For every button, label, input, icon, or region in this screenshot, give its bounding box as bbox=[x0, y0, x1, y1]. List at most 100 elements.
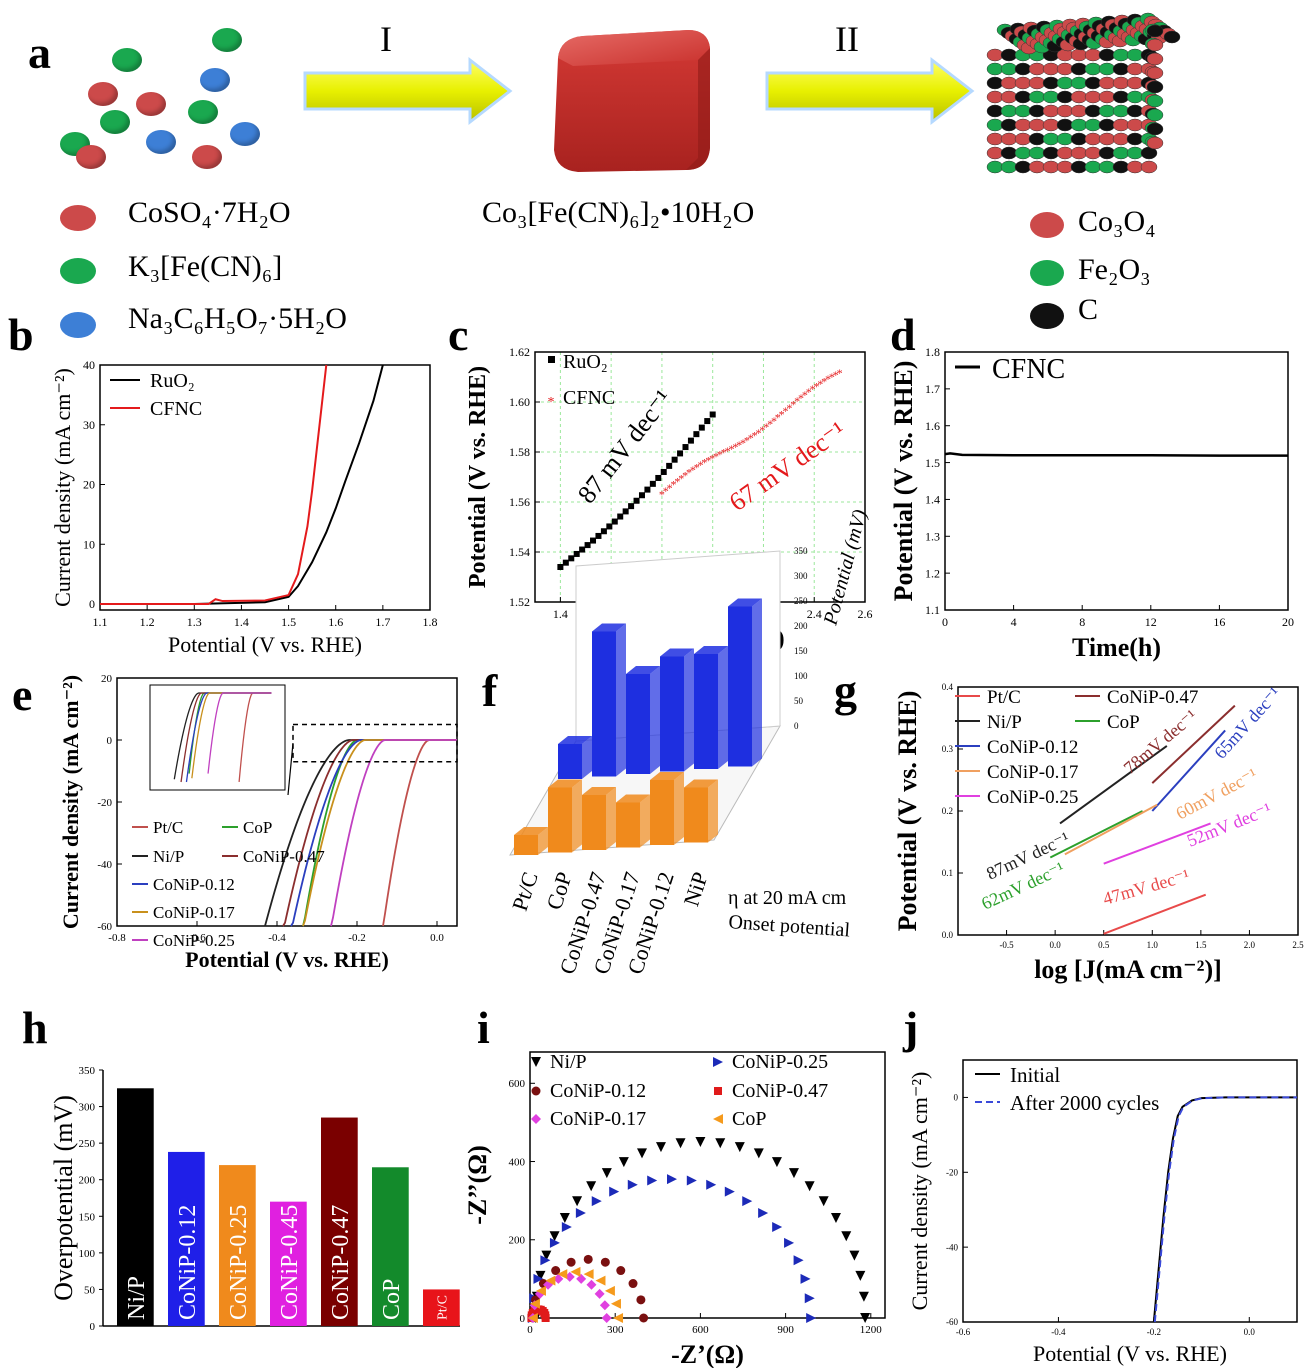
x-tick-label: 2.0 bbox=[1244, 940, 1256, 950]
green-dot-icon bbox=[188, 100, 218, 124]
x-tick-label: 0.0 bbox=[1050, 940, 1062, 950]
legend-label: CoP bbox=[243, 818, 272, 837]
bar bbox=[423, 1289, 460, 1326]
data-point: * bbox=[771, 414, 777, 428]
bar-label: CoNiP-0.47 bbox=[328, 1205, 354, 1320]
data-point: * bbox=[810, 382, 816, 396]
data-point: * bbox=[798, 391, 804, 405]
black-particle bbox=[986, 104, 1004, 118]
legend-swatch: * bbox=[548, 395, 555, 410]
data-point bbox=[529, 1298, 540, 1309]
y-tick-label: 0.1 bbox=[942, 868, 953, 878]
black-particle bbox=[1112, 160, 1130, 174]
y-tick-label: 1.6 bbox=[925, 419, 940, 433]
bar-side bbox=[616, 623, 626, 777]
red-particle bbox=[1000, 132, 1018, 146]
data-point bbox=[677, 450, 684, 457]
bar-side bbox=[684, 648, 694, 772]
legend-label: CoNiP-0.47 bbox=[1107, 687, 1198, 708]
data-point bbox=[583, 1269, 594, 1280]
legend-label: CoNiP-0.12 bbox=[153, 875, 235, 894]
data-point bbox=[818, 1196, 829, 1207]
data-point bbox=[551, 1266, 561, 1276]
data-point bbox=[849, 1250, 860, 1261]
y-tick-label: 1.62 bbox=[509, 345, 530, 359]
data-point bbox=[655, 474, 662, 481]
bar-side bbox=[752, 598, 762, 767]
data-point bbox=[575, 1208, 586, 1219]
data-point: * bbox=[833, 368, 839, 382]
data-point bbox=[562, 559, 569, 566]
black-particle bbox=[1042, 76, 1060, 90]
x-tick-label: -0.4 bbox=[268, 932, 286, 944]
data-point: * bbox=[678, 471, 684, 485]
black-particle bbox=[1028, 104, 1046, 118]
green-particle bbox=[1146, 108, 1164, 122]
bar bbox=[270, 1201, 307, 1326]
red-particle bbox=[1014, 118, 1032, 132]
data-point bbox=[616, 1266, 626, 1276]
bar bbox=[626, 674, 650, 774]
x-axis-label: log [J(mA cm⁻²)] bbox=[1034, 955, 1222, 984]
data-point: * bbox=[755, 426, 761, 440]
data-point: * bbox=[783, 404, 789, 418]
data-point bbox=[568, 555, 575, 562]
data-point: * bbox=[752, 429, 758, 443]
bar bbox=[321, 1117, 358, 1326]
green-particle bbox=[1014, 146, 1032, 160]
y-tick-label: 0 bbox=[89, 597, 95, 611]
series-label: Onset potential bbox=[728, 911, 851, 941]
red-particle bbox=[1112, 76, 1130, 90]
bar-side bbox=[538, 827, 548, 855]
data-point bbox=[660, 468, 667, 475]
category-label: CoP bbox=[541, 869, 576, 913]
bar-label: CoNiP-0.12 bbox=[175, 1205, 201, 1320]
y-tick-label: 30 bbox=[83, 418, 95, 432]
red-particle bbox=[1028, 160, 1046, 174]
arrow-one-label: I bbox=[380, 19, 392, 59]
chart-i: 0 300 600 900 1200 0 200 400 600 -Z’(Ω) -Z’’(Ω) Ni/… bbox=[463, 1051, 886, 1368]
data-point bbox=[557, 1269, 568, 1280]
red-particle bbox=[1146, 66, 1164, 80]
y-tick-label: 200 bbox=[79, 1175, 96, 1187]
blue-dot-icon bbox=[146, 130, 176, 154]
data-point: * bbox=[732, 440, 738, 454]
x-tick-label: 1.0 bbox=[1147, 940, 1159, 950]
z-tick-label: 350 bbox=[794, 546, 808, 556]
red-particle bbox=[1126, 160, 1144, 174]
data-point bbox=[617, 513, 624, 520]
data-point: * bbox=[659, 488, 665, 502]
data-point bbox=[628, 1279, 638, 1289]
red-particle bbox=[1028, 62, 1046, 76]
panel-letter-a: a bbox=[28, 27, 51, 78]
series-line bbox=[1151, 729, 1226, 812]
data-point bbox=[572, 1196, 583, 1207]
red-particle bbox=[1070, 90, 1088, 104]
data-point bbox=[586, 1279, 597, 1290]
plot-frame bbox=[944, 351, 1289, 611]
black-particle bbox=[1084, 76, 1102, 90]
x-axis-label: Time(h) bbox=[1072, 633, 1161, 662]
y-tick-label: -60 bbox=[946, 1317, 958, 1327]
precursor-2: K₃[Fe(CN)₆] bbox=[128, 250, 283, 283]
data-point: * bbox=[759, 423, 765, 437]
x-tick-label: 16 bbox=[1213, 615, 1225, 629]
red-particle bbox=[1000, 76, 1018, 90]
legend-label: Pt/C bbox=[153, 818, 183, 837]
data-point bbox=[566, 1257, 576, 1267]
y-tick-label: 20 bbox=[83, 478, 95, 492]
y-tick-label: 1.8 bbox=[925, 345, 940, 359]
series-line bbox=[1103, 822, 1211, 865]
x-axis-label: Potential (V vs. RHE) bbox=[185, 947, 389, 972]
data-point: * bbox=[763, 420, 769, 434]
black-particle bbox=[1000, 118, 1018, 132]
data-point bbox=[600, 528, 607, 535]
red-particle bbox=[1042, 160, 1060, 174]
x-tick-label: 1.5 bbox=[1195, 940, 1207, 950]
data-point bbox=[742, 1196, 753, 1207]
red-particle bbox=[1084, 146, 1102, 160]
data-point bbox=[639, 1313, 649, 1323]
y-tick-label: 0 bbox=[520, 1313, 526, 1325]
green-particle bbox=[1112, 104, 1130, 118]
green-particle bbox=[1098, 62, 1116, 76]
